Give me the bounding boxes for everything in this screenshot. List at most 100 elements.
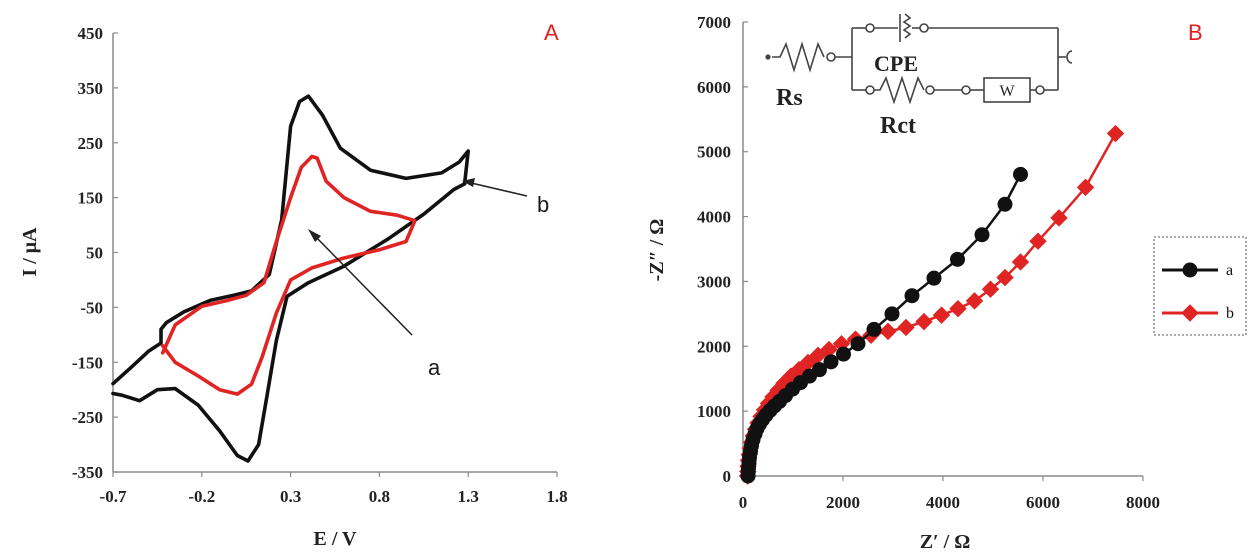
y-tick-label: 450 [78, 24, 104, 43]
data-point-a [850, 336, 866, 352]
circuit-node [1035, 85, 1045, 95]
panel-b-series [738, 124, 1125, 485]
circuit-node [826, 52, 836, 62]
circuit-end-terminal [1066, 50, 1073, 64]
resistor-rct-symbol [874, 75, 925, 105]
y-tick-label: -350 [72, 463, 103, 482]
legend-label-a: a [1226, 262, 1233, 279]
circuit-label-w: W [999, 83, 1015, 100]
nyquist-series-b [738, 124, 1125, 485]
y-tick-label: -250 [72, 408, 103, 427]
panel-a-y-ticks: 450 350 250 150 50 -50 -150 -250 -350 [72, 24, 118, 482]
legend-label-b: b [1226, 305, 1234, 322]
data-point-b [965, 292, 984, 310]
nyquist-line-b [746, 132, 1117, 477]
panel-a-series [111, 94, 471, 463]
data-point-a [812, 362, 827, 378]
data-point-b [915, 312, 933, 331]
panel-a-y-axis-title: I / μA [19, 227, 41, 277]
y-tick-label: 6000 [697, 78, 731, 97]
x-tick-label: 1.3 [458, 487, 479, 506]
y-tick-label: 0 [723, 467, 732, 486]
data-point-b [897, 318, 915, 337]
data-point-b [1106, 124, 1125, 143]
circuit-node [925, 85, 935, 95]
data-point-a [1013, 166, 1028, 182]
panel-b-y-axis-title: -Z″ / Ω [646, 219, 668, 282]
y-tick-label: 7000 [697, 13, 731, 32]
panel-b-x-axis-title: Z′ / Ω [920, 531, 971, 553]
data-point-a [904, 288, 920, 304]
circuit-label-rct: Rct [880, 113, 916, 139]
x-tick-label: 4000 [926, 493, 960, 512]
data-point-a [997, 196, 1013, 212]
y-tick-label: 3000 [697, 272, 731, 291]
y-tick-label: 50 [86, 244, 103, 263]
nyquist-line-a [746, 173, 1022, 477]
data-point-b [1076, 178, 1095, 197]
x-tick-label: 8000 [1126, 493, 1160, 512]
circuit-label-cpe: CPE [874, 51, 918, 76]
resistor-rs-symbol [772, 41, 825, 73]
x-tick-label: 2000 [826, 493, 860, 512]
data-point-b [879, 322, 897, 341]
legend-marker-b [1181, 304, 1199, 322]
panel-b-legend: ab [1153, 236, 1247, 336]
circuit-start-node [765, 54, 771, 60]
x-tick-label: 1.8 [546, 487, 567, 506]
callout-a-label: a [428, 355, 441, 380]
data-point-a [950, 251, 965, 267]
data-point-b [932, 306, 951, 324]
data-point-b [981, 280, 1000, 298]
data-point-b [949, 299, 967, 318]
panel-b: 0 1000 2000 3000 4000 5000 6000 7000 0 2000 4000 6… [646, 13, 1247, 553]
data-point-b [1050, 209, 1068, 227]
data-point-a [884, 306, 900, 322]
x-tick-label: 0 [739, 493, 748, 512]
panel-a-letter: A [544, 20, 559, 45]
cv-curve-b [111, 94, 471, 463]
y-tick-label: 150 [78, 189, 104, 208]
y-tick-label: 250 [78, 134, 104, 153]
circuit-node [865, 23, 875, 33]
legend-marker-a [1182, 262, 1198, 278]
panel-b-y-ticks: 0 1000 2000 3000 4000 5000 6000 7000 [697, 13, 748, 486]
legend-box [1153, 236, 1247, 336]
x-tick-label: -0.2 [188, 487, 215, 506]
panel-b-letter: B [1188, 20, 1203, 45]
circuit-node [865, 85, 875, 95]
circuit-label-rs: Rs [776, 85, 803, 111]
callout-b-arrowhead [462, 178, 475, 187]
cv-curve-a [160, 154, 417, 396]
y-tick-label: 4000 [697, 208, 731, 227]
circuit-node [961, 85, 971, 95]
y-tick-label: 5000 [697, 143, 731, 162]
y-tick-label: 350 [78, 79, 104, 98]
x-tick-label: 0.8 [369, 487, 390, 506]
x-tick-label: 0.3 [280, 487, 301, 506]
panel-a-x-ticks: -0.7 -0.2 0.3 0.8 1.3 1.8 [100, 472, 568, 506]
data-point-a [836, 346, 851, 362]
x-tick-label: -0.7 [100, 487, 127, 506]
data-point-b [996, 268, 1014, 287]
panel-a-x-axis-title: E / V [314, 528, 358, 550]
data-point-a [974, 227, 990, 243]
y-tick-label: -50 [80, 298, 103, 317]
y-tick-label: -150 [72, 353, 103, 372]
equivalent-circuit-inset [765, 13, 1073, 105]
panel-a: 450 350 250 150 50 -50 -150 -250 -350 -0.7 -0.2 0.… [19, 20, 568, 550]
data-point-b [1029, 232, 1047, 250]
y-tick-label: 2000 [697, 337, 731, 356]
callout-a-arrowhead [308, 229, 321, 242]
callout-b-label: b [537, 192, 549, 217]
nyquist-series-a [740, 166, 1028, 484]
callout-a-arrow [311, 232, 413, 336]
data-point-a [823, 354, 839, 370]
data-point-a [866, 321, 882, 337]
panel-b-x-ticks: 0 2000 4000 6000 8000 [739, 476, 1160, 512]
data-point-b [1011, 253, 1030, 271]
x-tick-label: 6000 [1026, 493, 1060, 512]
data-point-a [926, 270, 942, 286]
